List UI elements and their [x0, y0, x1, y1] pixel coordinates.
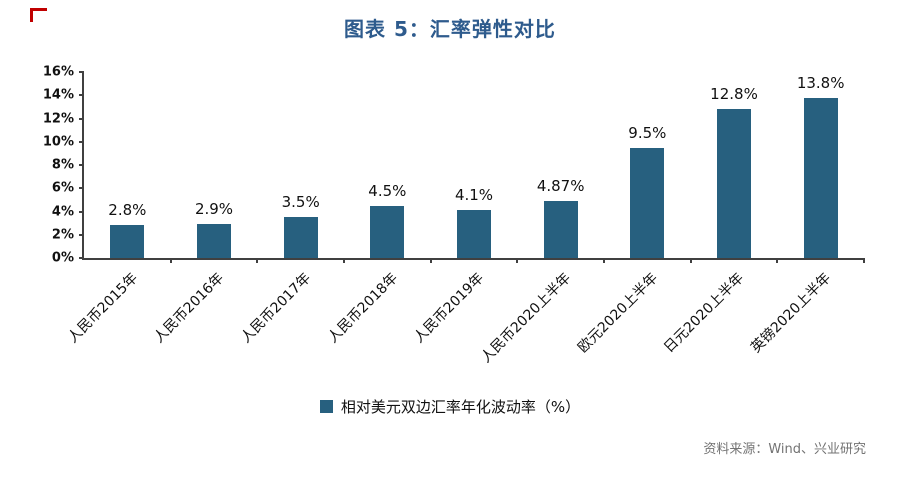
bar-value-label: 13.8%	[796, 73, 845, 92]
bar-value-label: 4.87%	[536, 177, 585, 196]
plot-area: 0% 2% 4% 6% 8% 10% 12% 14% 16% 2.8% 人民币2015年 2.9% 人民…	[43, 65, 865, 366]
bar-value-label: 2.9%	[194, 200, 234, 219]
bar-value-label: 3.5%	[281, 193, 320, 212]
y-axis-tick-mark	[79, 210, 84, 213]
page-title: 图表 5：汇率弹性对比	[344, 17, 556, 41]
legend-label: 相对美元双边汇率年化波动率（%）	[340, 398, 581, 416]
bar	[283, 217, 318, 258]
bar-value-label: 4.1%	[454, 186, 494, 205]
y-axis-tick-mark	[79, 187, 84, 190]
x-axis-tick-mark	[343, 258, 345, 263]
y-axis-tick-label: 10%	[42, 134, 74, 150]
bar-value-label: 12.8%	[710, 85, 758, 104]
bar	[803, 97, 838, 258]
y-axis-tick-mark	[79, 233, 84, 236]
y-axis-tick-mark	[79, 117, 84, 120]
x-axis-label: 人民币2019年	[411, 270, 488, 347]
y-axis-tick-mark	[79, 257, 84, 259]
y-axis-tick-label: 0%	[51, 250, 74, 266]
x-axis-tick-mark	[256, 258, 259, 263]
x-axis-tick-mark	[429, 258, 432, 263]
y-axis-tick-label: 6%	[51, 180, 74, 196]
bar-value-label: 2.8%	[108, 201, 147, 220]
x-axis-label: 欧元2020上半年	[574, 270, 661, 357]
y-axis-tick-label: 8%	[51, 157, 74, 173]
x-axis-label: 人民币2020上半年	[478, 270, 575, 367]
bar	[110, 225, 145, 258]
x-axis-tick-mark	[169, 258, 172, 263]
bar	[543, 201, 578, 258]
x-axis-label: 人民币2017年	[237, 270, 315, 347]
bar	[630, 147, 665, 258]
x-axis-tick-mark	[516, 258, 519, 263]
y-axis-tick-label: 4%	[51, 204, 74, 219]
y-axis-tick-mark	[79, 94, 84, 97]
source-note: 资料来源：Wind、兴业研究	[703, 442, 866, 457]
bar	[197, 224, 231, 258]
y-axis-tick-label: 14%	[42, 87, 74, 103]
y-axis-tick-mark	[79, 71, 84, 73]
y-axis-tick-label: 16%	[42, 64, 74, 80]
x-axis-label: 英镑2020上半年	[748, 270, 835, 357]
x-axis-tick-mark	[776, 258, 779, 263]
y-axis-tick-mark	[79, 140, 84, 143]
x-axis-label: 人民币2015年	[64, 270, 141, 347]
bar	[457, 210, 491, 258]
corner-mark	[30, 8, 47, 22]
x-axis-tick-mark	[863, 258, 865, 263]
bar	[370, 205, 405, 258]
x-axis-label: 日元2020上半年	[661, 270, 748, 357]
legend-swatch	[319, 400, 333, 413]
bar-value-label: 9.5%	[628, 123, 667, 142]
bar-value-label: 4.5%	[368, 181, 407, 200]
x-axis-label: 人民币2018年	[324, 270, 401, 347]
y-axis-tick-label: 12%	[42, 111, 74, 126]
y-axis-tick-label: 2%	[51, 227, 74, 243]
legend: 相对美元双边汇率年化波动率（%）	[0, 396, 900, 417]
y-axis-tick-mark	[79, 164, 84, 166]
bar	[717, 109, 751, 258]
x-axis-label: 人民币2016年	[151, 270, 228, 347]
x-axis-tick-mark	[689, 258, 692, 263]
x-axis-tick-mark	[603, 258, 605, 263]
